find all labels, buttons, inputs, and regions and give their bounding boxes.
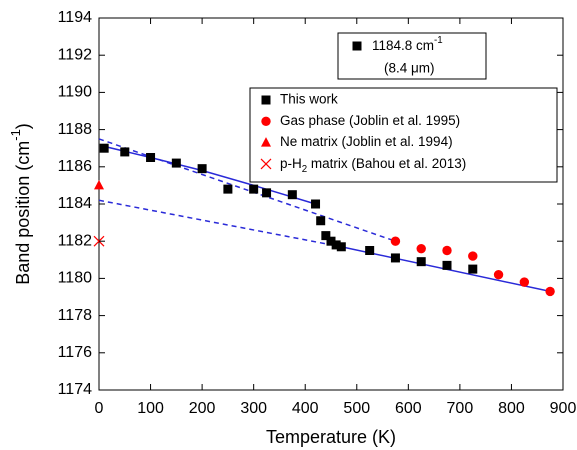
circle-marker xyxy=(442,245,452,256)
square-marker xyxy=(416,257,426,267)
square-marker xyxy=(120,147,130,157)
y-tick-label: 1174 xyxy=(58,381,93,398)
square-marker xyxy=(287,190,297,200)
square-marker xyxy=(468,264,478,274)
square-marker xyxy=(262,188,272,198)
annotation-text-part: 1184.8 cm xyxy=(372,38,434,53)
y-tick-label: 1178 xyxy=(58,307,93,324)
x-tick-label: 400 xyxy=(292,400,319,417)
square-marker xyxy=(336,242,346,252)
y-tick-label: 1192 xyxy=(58,46,93,63)
legend-label-part: p-H xyxy=(280,155,302,170)
square-marker xyxy=(316,216,326,226)
square-marker xyxy=(99,143,109,153)
y-tick-label: 1194 xyxy=(58,9,93,26)
x-tick-label: 600 xyxy=(395,400,422,417)
annotation-box xyxy=(337,32,487,80)
square-marker xyxy=(197,164,207,174)
x-tick-label: 200 xyxy=(189,400,216,417)
y-axis-title-part: Band position (cm xyxy=(13,141,33,285)
circle-marker xyxy=(468,251,478,261)
x-tick-label: 800 xyxy=(498,400,525,417)
y-tick-label: 1176 xyxy=(58,344,93,361)
y-tick-label: 1188 xyxy=(58,121,93,138)
x-tick-label: 900 xyxy=(550,400,577,417)
legend-label-part: matrix (Bahou et al. 2013) xyxy=(307,155,466,170)
square-marker xyxy=(442,260,452,270)
square-marker xyxy=(331,240,341,250)
square-marker xyxy=(311,199,321,209)
triangle-marker xyxy=(94,179,104,190)
square-marker xyxy=(326,236,336,246)
y-tick-label: 1186 xyxy=(58,158,93,175)
annotation-marker xyxy=(352,41,362,51)
legend-label: Ne matrix (Joblin et al. 1994) xyxy=(280,134,453,149)
y-axis-title-part: -1 xyxy=(8,129,23,141)
square-marker xyxy=(223,184,233,194)
circle-marker xyxy=(519,277,530,287)
plot-frame xyxy=(98,17,564,391)
plot-layer xyxy=(93,138,555,297)
legend-label: p-H2 matrix (Bahou et al. 2013) xyxy=(280,155,466,175)
x-tick-label: 500 xyxy=(343,400,370,417)
y-axis-title: Band position (cm-1) xyxy=(8,123,33,285)
legend-label-part: 2 xyxy=(302,164,307,175)
x-tick-label: 100 xyxy=(137,400,164,417)
annotation-text: 1184.8 cm-1 xyxy=(372,35,443,53)
legend-marker xyxy=(261,116,271,127)
x-tick-label: 0 xyxy=(95,400,104,417)
y-tick-label: 1190 xyxy=(58,84,93,101)
circle-marker xyxy=(416,243,426,254)
square-marker xyxy=(321,231,331,241)
circle-marker xyxy=(390,236,401,246)
square-marker xyxy=(249,184,259,194)
x-tick-label: 300 xyxy=(240,400,267,417)
x-axis-title: Temperature (K) xyxy=(266,427,396,447)
y-axis-title-part: ) xyxy=(13,123,33,129)
legend-marker xyxy=(261,95,271,105)
fit-line xyxy=(98,138,396,242)
annotation-text-part: -1 xyxy=(434,35,443,46)
y-tick-label: 1182 xyxy=(58,232,93,249)
square-marker xyxy=(365,246,375,255)
square-marker xyxy=(146,153,156,162)
y-tick-label: 1184 xyxy=(58,195,93,212)
circle-marker xyxy=(545,286,555,297)
fit-line xyxy=(98,199,342,248)
circle-marker xyxy=(493,269,504,280)
y-tick-label: 1180 xyxy=(58,270,93,287)
x-tick-label: 700 xyxy=(447,400,474,417)
legend-label: This work xyxy=(280,92,338,107)
square-marker xyxy=(171,158,181,168)
legend-marker xyxy=(260,158,272,170)
legend-marker xyxy=(261,137,271,147)
legend-label: Gas phase (Joblin et al. 1995) xyxy=(280,113,460,128)
legend-box xyxy=(249,87,558,183)
square-marker xyxy=(390,253,400,263)
annotation-text: (8.4 μm) xyxy=(384,61,435,76)
